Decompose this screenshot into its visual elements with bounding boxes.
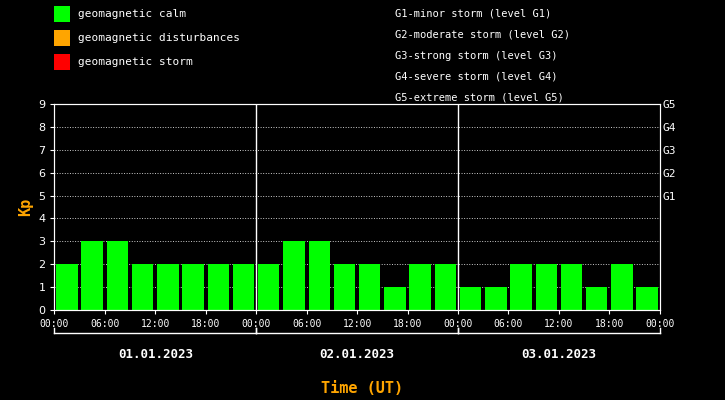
Bar — [560, 264, 582, 310]
Bar — [183, 264, 204, 310]
Text: G2-moderate storm (level G2): G2-moderate storm (level G2) — [395, 30, 570, 40]
Bar — [107, 241, 128, 310]
Text: 01.01.2023: 01.01.2023 — [117, 348, 193, 361]
Text: G5-extreme storm (level G5): G5-extreme storm (level G5) — [395, 92, 564, 102]
Bar — [384, 287, 405, 310]
Bar — [410, 264, 431, 310]
Y-axis label: Kp: Kp — [17, 198, 33, 216]
Bar — [510, 264, 531, 310]
Text: 02.01.2023: 02.01.2023 — [320, 348, 394, 361]
Bar — [334, 264, 355, 310]
Bar — [207, 264, 229, 310]
Bar — [536, 264, 557, 310]
Text: 03.01.2023: 03.01.2023 — [521, 348, 597, 361]
Text: G4-severe storm (level G4): G4-severe storm (level G4) — [395, 72, 558, 82]
Text: G1-minor storm (level G1): G1-minor storm (level G1) — [395, 9, 552, 19]
Bar — [258, 264, 280, 310]
Bar — [485, 287, 507, 310]
Bar — [132, 264, 154, 310]
Bar — [434, 264, 456, 310]
Text: geomagnetic storm: geomagnetic storm — [78, 57, 193, 67]
Text: geomagnetic disturbances: geomagnetic disturbances — [78, 33, 240, 43]
Bar — [233, 264, 254, 310]
Bar — [586, 287, 608, 310]
Bar — [157, 264, 178, 310]
Bar — [57, 264, 78, 310]
Text: G3-strong storm (level G3): G3-strong storm (level G3) — [395, 51, 558, 61]
Bar — [283, 241, 304, 310]
Bar — [359, 264, 381, 310]
Bar — [460, 287, 481, 310]
Bar — [611, 264, 633, 310]
Bar — [309, 241, 330, 310]
Bar — [637, 287, 658, 310]
Text: Time (UT): Time (UT) — [321, 381, 404, 396]
Bar — [81, 241, 103, 310]
Text: geomagnetic calm: geomagnetic calm — [78, 9, 186, 19]
